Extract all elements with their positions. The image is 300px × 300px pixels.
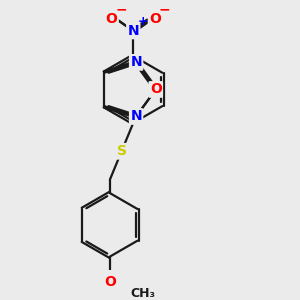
Text: −: − xyxy=(159,3,170,17)
Text: N: N xyxy=(130,56,142,69)
Text: +: + xyxy=(137,15,148,28)
Text: O: O xyxy=(104,275,116,289)
Text: O: O xyxy=(150,82,162,96)
Text: −: − xyxy=(115,3,127,17)
Text: N: N xyxy=(128,24,139,38)
Text: CH₃: CH₃ xyxy=(130,287,155,300)
Text: S: S xyxy=(117,144,127,158)
Text: O: O xyxy=(106,12,118,26)
Text: N: N xyxy=(130,110,142,124)
Text: O: O xyxy=(149,12,161,26)
